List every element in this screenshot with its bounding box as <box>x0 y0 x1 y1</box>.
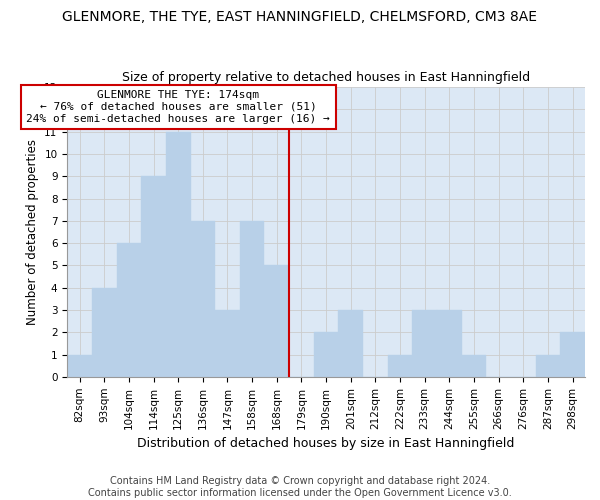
Text: Contains HM Land Registry data © Crown copyright and database right 2024.
Contai: Contains HM Land Registry data © Crown c… <box>88 476 512 498</box>
Text: GLENMORE THE TYE: 174sqm
← 76% of detached houses are smaller (51)
24% of semi-d: GLENMORE THE TYE: 174sqm ← 76% of detach… <box>26 90 330 124</box>
Bar <box>314 332 338 377</box>
Bar <box>265 266 289 377</box>
Bar <box>215 310 240 377</box>
Bar <box>437 310 462 377</box>
Bar <box>388 354 412 377</box>
Title: Size of property relative to detached houses in East Hanningfield: Size of property relative to detached ho… <box>122 72 530 85</box>
Bar <box>240 221 265 377</box>
Bar <box>338 310 363 377</box>
Bar <box>166 132 191 377</box>
Bar <box>67 354 92 377</box>
Bar <box>191 221 215 377</box>
Bar <box>141 176 166 377</box>
X-axis label: Distribution of detached houses by size in East Hanningfield: Distribution of detached houses by size … <box>137 437 515 450</box>
Text: GLENMORE, THE TYE, EAST HANNINGFIELD, CHELMSFORD, CM3 8AE: GLENMORE, THE TYE, EAST HANNINGFIELD, CH… <box>62 10 538 24</box>
Bar <box>560 332 585 377</box>
Bar <box>536 354 560 377</box>
Bar <box>462 354 487 377</box>
Bar <box>116 243 141 377</box>
Bar <box>412 310 437 377</box>
Bar <box>92 288 116 377</box>
Y-axis label: Number of detached properties: Number of detached properties <box>26 139 39 325</box>
